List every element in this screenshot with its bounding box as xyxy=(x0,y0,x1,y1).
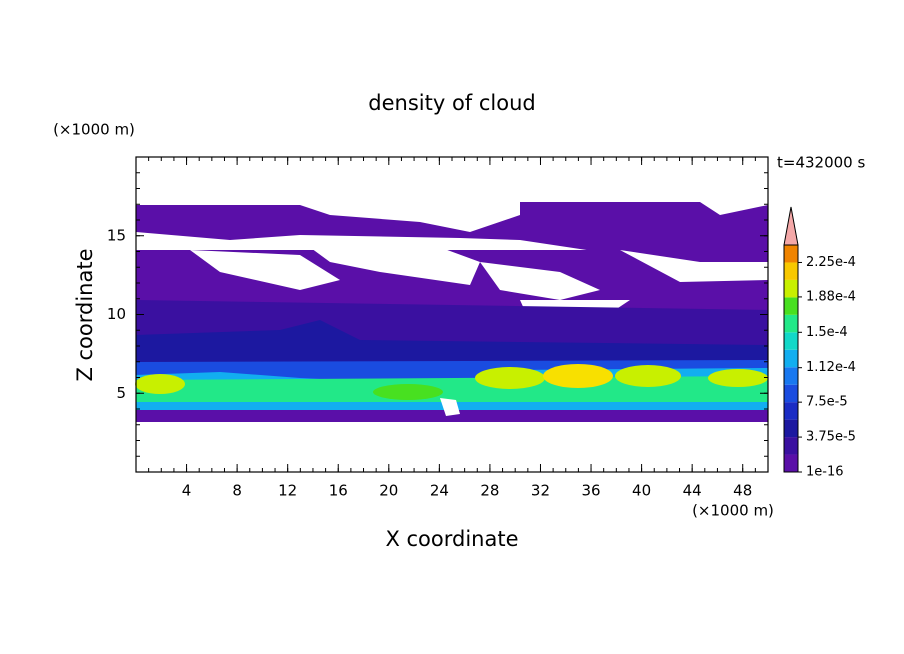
x-tick-label: 44 xyxy=(683,482,702,500)
colorbar-band xyxy=(784,349,798,368)
x-tick-label: 16 xyxy=(329,482,348,500)
x-tick-label: 36 xyxy=(581,482,600,500)
colorbar-tick-label: 7.5e-5 xyxy=(806,395,848,410)
colorbar-tick-label: 1.12e-4 xyxy=(806,360,856,375)
x-tick-label: 24 xyxy=(430,482,449,500)
colorbar-band xyxy=(784,279,798,298)
cloud-field xyxy=(135,202,768,422)
x-tick-label: 48 xyxy=(733,482,752,500)
x-tick-label: 40 xyxy=(632,482,651,500)
x-tick-label: 8 xyxy=(232,482,242,500)
x-axis-label: X coordinate xyxy=(385,527,518,551)
colorbar-tick-label: 2.25e-4 xyxy=(806,255,856,270)
x-tick-label: 28 xyxy=(480,482,499,500)
time-label: t=432000 s xyxy=(777,154,865,172)
colorbar-band xyxy=(784,332,798,350)
x-unit: (×1000 m) xyxy=(692,502,774,520)
y-tick-label: 15 xyxy=(107,226,126,244)
colorbar-tick-label: 1e-16 xyxy=(806,465,844,480)
colorbar-band xyxy=(784,245,798,263)
y-axis-label: Z coordinate xyxy=(73,248,97,381)
colorbar-band xyxy=(784,297,798,315)
x-tick-label: 4 xyxy=(182,482,192,500)
colorbar-band xyxy=(784,437,798,455)
colorbar-band xyxy=(784,402,798,420)
y-unit: (×1000 m) xyxy=(53,121,135,139)
x-tick-label: 32 xyxy=(531,482,550,500)
colorbar-tick-label: 1.88e-4 xyxy=(806,289,856,304)
colorbar-band xyxy=(784,314,798,333)
colorbar-frame xyxy=(783,244,799,473)
colorbar-extend xyxy=(783,206,799,246)
y-tick-label: 10 xyxy=(107,305,126,323)
colorbar-band xyxy=(784,262,798,280)
colorbar-tick-label: 1.5e-4 xyxy=(806,325,848,340)
colorbar-band xyxy=(784,367,798,385)
colorbar-tick-label: 3.75e-5 xyxy=(806,430,856,445)
chart-title: density of cloud xyxy=(368,91,535,115)
colorbar-band xyxy=(784,419,798,438)
colorbar-band xyxy=(784,384,798,403)
y-tick-label: 5 xyxy=(116,384,126,402)
x-tick-label: 12 xyxy=(278,482,297,500)
colorbar-band xyxy=(784,454,798,472)
x-tick-label: 20 xyxy=(379,482,398,500)
